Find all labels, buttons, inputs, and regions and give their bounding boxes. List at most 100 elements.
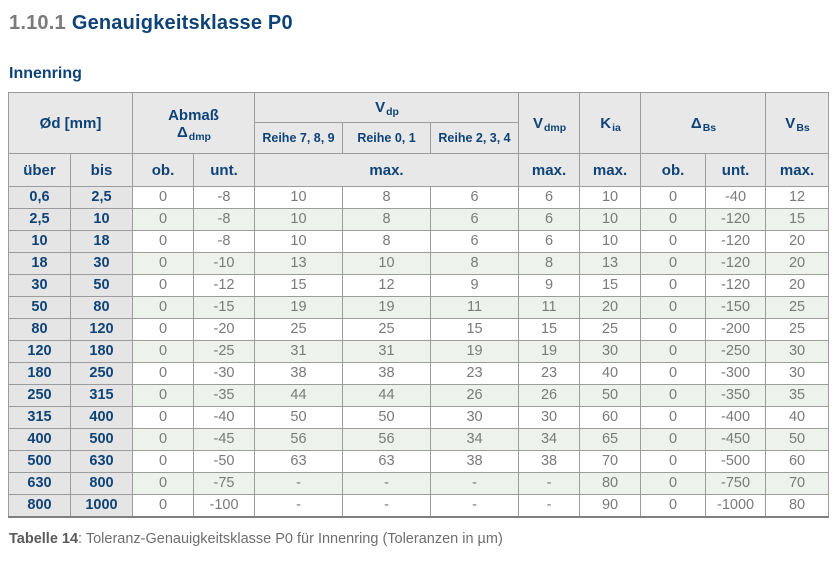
tolerance-value-cell: 15 bbox=[765, 208, 830, 231]
tolerance-value-cell: 50 bbox=[765, 428, 830, 451]
tolerance-value-cell: - bbox=[518, 494, 581, 517]
tolerance-value-cell: 10 bbox=[342, 252, 431, 275]
tolerance-value-cell: -40 bbox=[705, 186, 767, 209]
tolerance-value-cell: 0 bbox=[640, 472, 707, 495]
tolerance-value-cell: 38 bbox=[342, 362, 431, 385]
tolerance-value-cell: 56 bbox=[254, 428, 343, 451]
tolerance-value-cell: -12 bbox=[193, 274, 255, 297]
table-row: 800 1000 0 -100- - - -90 0 -1000 80 bbox=[8, 494, 830, 517]
tolerance-value-cell: 50 bbox=[254, 406, 343, 429]
tolerance-value-cell: 25 bbox=[342, 318, 431, 341]
diameter-symbol: Ød bbox=[39, 114, 61, 132]
tolerance-value-cell: -450 bbox=[705, 428, 767, 451]
tolerance-value-cell: 40 bbox=[765, 406, 830, 429]
diameter-range-cell: 18 bbox=[70, 230, 133, 253]
table-row: 250 315 0 -35 44 44 26 26 50 0 -350 35 bbox=[8, 384, 830, 407]
tolerance-value-cell: 0 bbox=[640, 362, 707, 385]
tolerance-value-cell: 30 bbox=[579, 340, 642, 363]
tolerance-value-cell: 9 bbox=[518, 274, 581, 297]
tolerance-value-cell: - bbox=[254, 472, 343, 495]
diameter-range-cell: 0,6 bbox=[8, 186, 71, 209]
col-subheader-unt: unt. bbox=[193, 153, 255, 187]
tolerance-value-cell: 12 bbox=[765, 186, 830, 209]
tolerance-value-cell: -50 bbox=[193, 450, 255, 473]
col-subheader-bis: bis bbox=[70, 153, 133, 187]
tolerance-value-cell: 30 bbox=[518, 406, 581, 429]
tolerance-value-cell: 26 bbox=[518, 384, 581, 407]
col-header-kia: Kia bbox=[579, 92, 642, 154]
tolerance-value-cell: -8 bbox=[193, 230, 255, 253]
col-header-reihe-789: Reihe 7, 8, 9 bbox=[254, 122, 343, 154]
col-header-reihe-01: Reihe 0, 1 bbox=[342, 122, 431, 154]
tolerance-value-cell: 10 bbox=[254, 230, 343, 253]
tolerance-value-cell: -120 bbox=[705, 230, 767, 253]
tolerance-value-cell: 63 bbox=[342, 450, 431, 473]
col-header-vdmp: Vdmp bbox=[518, 92, 581, 154]
tolerance-value-cell: 56 bbox=[342, 428, 431, 451]
diameter-range-cell: 500 bbox=[70, 428, 133, 451]
tolerance-value-cell: - bbox=[518, 472, 581, 495]
tolerance-value-cell: 30 bbox=[765, 340, 830, 363]
tolerance-value-cell: 26 bbox=[429, 384, 520, 407]
tolerance-value-cell: -100 bbox=[193, 494, 255, 517]
tolerance-value-cell: 0 bbox=[132, 274, 194, 297]
tolerance-value-cell: 25 bbox=[765, 296, 830, 319]
table-caption: Tabelle 14: Toleranz-Genauigkeitsklasse … bbox=[9, 531, 828, 557]
col-subheader-dbs-ob: ob. bbox=[640, 153, 707, 187]
tolerance-value-cell: 63 bbox=[254, 450, 343, 473]
diameter-unit: [mm] bbox=[64, 114, 102, 132]
tolerance-value-cell: 0 bbox=[640, 318, 707, 341]
tolerance-value-cell: 8 bbox=[518, 252, 581, 275]
diameter-range-cell: 180 bbox=[70, 340, 133, 363]
tolerance-value-cell: 10 bbox=[579, 186, 642, 209]
tolerance-value-cell: 10 bbox=[579, 230, 642, 253]
tolerance-value-cell: -75 bbox=[193, 472, 255, 495]
diameter-range-cell: 120 bbox=[8, 340, 71, 363]
tolerance-value-cell: 0 bbox=[132, 208, 194, 231]
col-subheader-vbs-max: max. bbox=[765, 153, 830, 187]
tolerance-value-cell: -8 bbox=[193, 186, 255, 209]
table-row: 400 500 0 -45 56 56 34 34 65 0 -450 50 bbox=[8, 428, 830, 451]
diameter-range-cell: 315 bbox=[70, 384, 133, 407]
tolerance-value-cell: 34 bbox=[518, 428, 581, 451]
tolerance-value-cell: 8 bbox=[342, 186, 431, 209]
tolerance-value-cell: 65 bbox=[579, 428, 642, 451]
tolerance-value-cell: -45 bbox=[193, 428, 255, 451]
diameter-range-cell: 2,5 bbox=[8, 208, 71, 231]
diameter-range-cell: 630 bbox=[8, 472, 71, 495]
tolerance-value-cell: 44 bbox=[254, 384, 343, 407]
table-row: 500 630 0 -50 63 63 38 38 70 0 -500 60 bbox=[8, 450, 830, 473]
table-row: 10 18 0 -8 10 8 6 6 10 0 -120 20 bbox=[8, 230, 830, 253]
tolerance-value-cell: 12 bbox=[342, 274, 431, 297]
tolerance-value-cell: 0 bbox=[132, 296, 194, 319]
col-header-reihe-234: Reihe 2, 3, 4 bbox=[429, 122, 520, 154]
col-subheader-dbs-unt: unt. bbox=[705, 153, 767, 187]
tolerance-value-cell: 0 bbox=[132, 318, 194, 341]
tolerance-value-cell: - bbox=[429, 472, 520, 495]
col-subheader-vdp-max: max. bbox=[253, 153, 520, 187]
table-row: 0,6 2,5 0 -8 10 8 6 6 10 0 -40 12 bbox=[8, 186, 830, 209]
tolerance-value-cell: 10 bbox=[254, 186, 343, 209]
tolerance-value-cell: -20 bbox=[193, 318, 255, 341]
tolerance-value-cell: 10 bbox=[579, 208, 642, 231]
diameter-range-cell: 18 bbox=[8, 252, 71, 275]
table-row: 120 180 0 -25 31 31 19 19 30 0 -250 30 bbox=[8, 340, 830, 363]
tolerance-value-cell: 0 bbox=[640, 208, 707, 231]
diameter-range-cell: 800 bbox=[8, 494, 71, 517]
tolerance-value-cell: -120 bbox=[705, 252, 767, 275]
tolerance-value-cell: 40 bbox=[579, 362, 642, 385]
col-header-diameter: Ød [mm] bbox=[8, 92, 133, 154]
tolerance-value-cell: - bbox=[254, 494, 343, 517]
table-body: 0,6 2,5 0 -8 10 8 6 6 10 0 -40 12 2,5 10 0 -8 10 8 6 6 10 0 -1… bbox=[8, 186, 830, 517]
table-subtitle: Innenring bbox=[9, 65, 82, 82]
tolerance-value-cell: 30 bbox=[429, 406, 520, 429]
tolerance-value-cell: 19 bbox=[254, 296, 343, 319]
tolerance-value-cell: 30 bbox=[765, 362, 830, 385]
tolerance-value-cell: 0 bbox=[132, 494, 194, 517]
tolerance-value-cell: 0 bbox=[132, 340, 194, 363]
tolerance-value-cell: 44 bbox=[342, 384, 431, 407]
tolerance-value-cell: 0 bbox=[640, 296, 707, 319]
tolerance-value-cell: 23 bbox=[429, 362, 520, 385]
tolerance-value-cell: -300 bbox=[705, 362, 767, 385]
tolerance-value-cell: -35 bbox=[193, 384, 255, 407]
